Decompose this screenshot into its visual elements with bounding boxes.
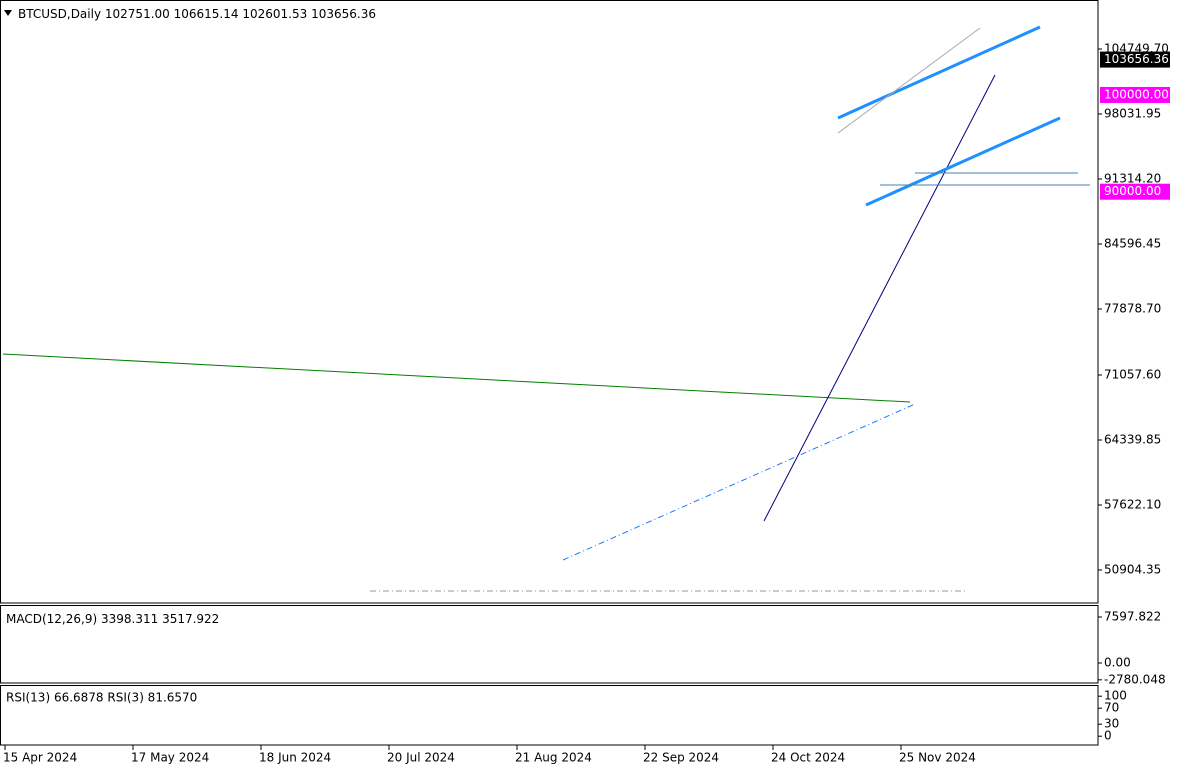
y-tick-label: 57622.10 [1104,498,1161,512]
y-tick-label: 100 [1104,689,1127,703]
ohlc-value: 103656.36 [311,7,376,21]
ohlc-value: 106615.14 [174,7,239,21]
price-label-box [1100,51,1170,68]
y-tick-label: 91314.20 [1104,172,1161,186]
symbol: BTCUSD,Daily [18,7,101,21]
chart-title: BTCUSD,Daily 102751.00 106615.14 102601.… [18,7,376,21]
y-tick-label: 30 [1104,717,1119,731]
price-label-box [1100,86,1170,103]
y-tick-label: 77878.70 [1104,302,1161,316]
indicator-value: 3398.311 [101,612,158,626]
y-tick-label: 71057.60 [1104,368,1161,382]
x-tick-label: 17 May 2024 [131,751,209,765]
panel-title: RSI(13) 66.6878 RSI(3) 81.6570 [6,691,197,705]
x-tick-label: 25 Nov 2024 [899,751,976,765]
price-label-box [1100,183,1170,200]
trend-line [837,27,981,134]
y-tick-label: 0 [1104,729,1112,743]
price-label: 100000.00 [1104,87,1169,101]
y-tick-label: 7597.822 [1104,610,1161,624]
panel-frame [0,685,1099,746]
panel-frame [0,0,1099,604]
y-tick-label: 50904.35 [1104,563,1161,577]
y-tick-label: 0.00 [1104,655,1131,669]
x-tick-label: 18 Jun 2024 [259,751,331,765]
trend-line [2,353,911,403]
indicator-value: 3517.922 [162,612,219,626]
x-tick-label: 22 Sep 2024 [643,751,719,765]
x-tick-label: 15 Apr 2024 [3,751,77,765]
channel-line [837,25,1041,120]
y-tick-label: 98031.95 [1104,107,1161,121]
x-tick-label: 24 Oct 2024 [771,751,845,765]
x-tick-label: 21 Aug 2024 [515,751,592,765]
ohlc-value: 102601.53 [242,7,307,21]
y-tick-label: 70 [1104,701,1119,715]
y-tick-label: 64339.85 [1104,433,1161,447]
collapse-icon [4,10,12,16]
y-tick-label: -2780.048 [1104,672,1166,686]
panel-title: MACD(12,26,9) 3398.311 3517.922 [6,612,219,626]
y-tick-label: 84596.45 [1104,237,1161,251]
indicator-name: MACD(12,26,9) [6,612,97,626]
ohlc-value: 102751.00 [105,7,170,21]
price-label: 103656.36 [1104,52,1169,66]
trend-line [763,74,996,522]
channel-line [865,116,1061,207]
trend-lines [2,25,1090,592]
panel-frame [0,605,1099,684]
x-tick-label: 20 Jul 2024 [387,751,455,765]
price-label: 90000.00 [1104,184,1161,198]
